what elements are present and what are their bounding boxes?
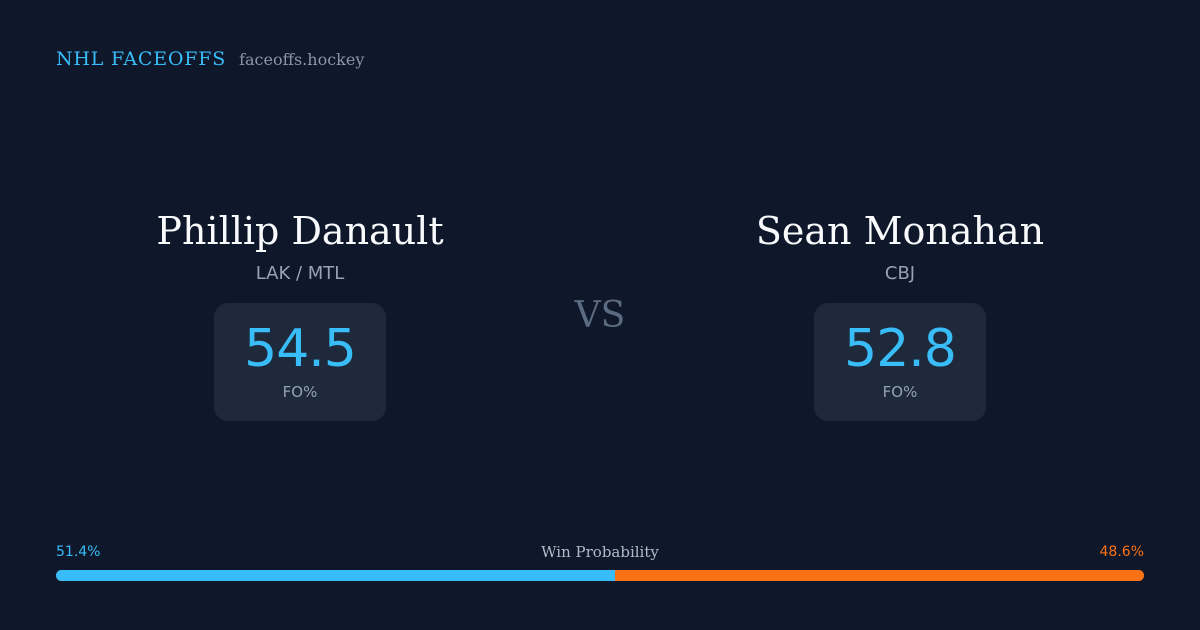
win-probability-right-label: 48.6% — [1099, 544, 1144, 560]
player-name: Phillip Danault — [156, 209, 444, 253]
win-probability-left-label: 51.4% — [56, 544, 101, 560]
player-name: Sean Monahan — [755, 209, 1045, 253]
win-probability-right-fill — [615, 570, 1144, 581]
versus-label: VS — [574, 295, 626, 336]
win-probability-bar — [56, 570, 1144, 581]
player-team: LAK / MTL — [255, 263, 345, 284]
faceoff-percentage-value: 54.5 — [244, 319, 357, 379]
faceoff-stat-card: 52.8 FO% — [814, 303, 986, 421]
brand-header: NHL FACEOFFS faceoffs.hockey — [56, 48, 364, 70]
win-probability-left-fill — [56, 570, 616, 581]
win-probability-labels: 51.4% Win Probability 48.6% — [56, 542, 1144, 562]
player-card-left: Phillip Danault LAK / MTL 54.5 FO% — [60, 204, 540, 421]
brand-title: NHL FACEOFFS — [56, 48, 227, 70]
faceoff-stat-card: 54.5 FO% — [214, 303, 386, 421]
brand-domain: faceoffs.hockey — [239, 50, 365, 69]
faceoff-percentage-label: FO% — [882, 383, 918, 401]
win-probability-title: Win Probability — [541, 543, 659, 561]
player-team: CBJ — [884, 263, 916, 284]
faceoff-percentage-label: FO% — [282, 383, 318, 401]
faceoff-percentage-value: 52.8 — [844, 319, 957, 379]
player-card-right: Sean Monahan CBJ 52.8 FO% — [660, 204, 1140, 421]
